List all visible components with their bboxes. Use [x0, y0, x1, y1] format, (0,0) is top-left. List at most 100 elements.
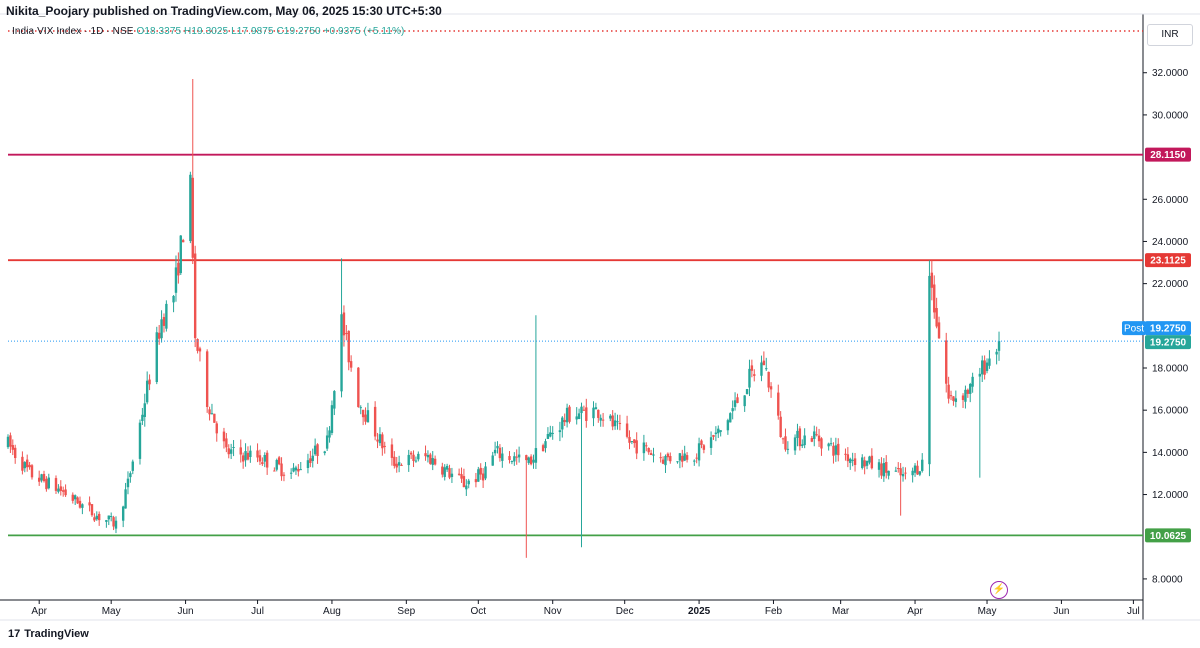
- candle-body: [457, 473, 461, 475]
- candle-body: [954, 398, 958, 402]
- candle-body: [165, 303, 168, 329]
- candle-body: [105, 519, 108, 522]
- candle-body: [57, 488, 60, 492]
- candle-body: [229, 449, 233, 454]
- candle-body: [121, 506, 125, 521]
- publisher-header: Nikita_Poojary published on TradingView.…: [6, 4, 442, 18]
- candle-body: [275, 459, 278, 470]
- candle-body: [733, 400, 737, 407]
- candle-body: [937, 322, 941, 339]
- candle-body: [177, 262, 180, 276]
- candle-body: [330, 405, 334, 433]
- x-tick-label: Dec: [616, 606, 634, 617]
- candle-body: [13, 447, 17, 459]
- candle-body: [261, 462, 264, 465]
- candle-body: [174, 267, 178, 293]
- candle-body: [865, 460, 869, 466]
- candle-body: [333, 391, 336, 409]
- last-price-tag: [1145, 335, 1191, 350]
- candle-body: [529, 456, 533, 465]
- candle-body: [961, 395, 965, 401]
- candle-body: [131, 461, 134, 471]
- candle-body: [609, 415, 612, 419]
- candle-body: [42, 473, 46, 482]
- lightning-icon[interactable]: ⚡: [990, 581, 1008, 599]
- candle-body: [263, 455, 266, 462]
- candle-body: [580, 406, 583, 414]
- candle-body: [429, 454, 432, 464]
- candle-body: [544, 441, 547, 449]
- currency-button[interactable]: INR: [1147, 24, 1193, 46]
- candle-body: [93, 517, 96, 521]
- candle-body: [995, 351, 998, 355]
- candle-body: [594, 407, 598, 410]
- candle-body: [885, 462, 888, 473]
- candle-body: [803, 435, 806, 446]
- x-tick-label: Aug: [323, 606, 341, 617]
- level-tag: [1145, 528, 1191, 543]
- candle-body: [983, 360, 986, 375]
- candle-body: [198, 348, 202, 352]
- candle-body: [767, 371, 770, 388]
- level-tag: [1145, 147, 1191, 162]
- candle-body: [157, 332, 161, 339]
- candle-body: [549, 432, 552, 437]
- candle-body: [861, 457, 864, 469]
- candle-body: [280, 463, 283, 477]
- candle-body: [669, 456, 672, 462]
- x-tick-label: 2025: [688, 606, 711, 617]
- candle-body: [796, 430, 799, 438]
- candle-body: [659, 457, 662, 459]
- candle-body: [753, 374, 756, 376]
- candle-body: [575, 416, 578, 420]
- candle-body: [801, 444, 804, 446]
- y-tick-label: 26.0000: [1152, 195, 1189, 206]
- candle-body: [527, 457, 530, 463]
- candle-body: [340, 314, 343, 392]
- tradingview-brand[interactable]: 17 TradingView: [8, 628, 89, 640]
- candle-body: [114, 520, 118, 529]
- candle-body: [160, 319, 163, 339]
- candle-body: [45, 478, 48, 490]
- candle-body: [313, 445, 317, 455]
- candle-body: [196, 339, 199, 351]
- candle-body: [846, 454, 850, 462]
- candle-body: [870, 455, 874, 469]
- y-tick-label: 14.0000: [1152, 448, 1189, 459]
- candle-body: [258, 455, 262, 462]
- candle-body: [853, 458, 857, 466]
- candle-body: [28, 464, 31, 468]
- y-tick-label: 12.0000: [1152, 490, 1189, 501]
- candle-body: [491, 455, 494, 466]
- candle-body: [769, 386, 773, 390]
- candle-body: [148, 379, 151, 385]
- candle-body: [191, 177, 194, 258]
- candle-body: [373, 406, 377, 437]
- candle-body: [930, 272, 934, 288]
- candle-body: [613, 420, 617, 427]
- candle-body: [510, 461, 514, 463]
- candle-body: [172, 295, 175, 303]
- candle-body: [743, 395, 746, 407]
- candle-body: [289, 472, 293, 474]
- candle-body: [241, 455, 245, 462]
- candle-body: [666, 453, 670, 458]
- candle-body: [397, 462, 401, 466]
- candle-body: [407, 454, 410, 466]
- candle-body: [496, 445, 499, 449]
- candle-body: [887, 470, 890, 476]
- candle-body: [628, 436, 631, 443]
- candle-body: [88, 502, 91, 506]
- candle-body: [359, 407, 362, 409]
- candle-body: [37, 477, 41, 482]
- candle-body: [244, 451, 247, 461]
- candle-body: [966, 389, 970, 394]
- candle-body: [978, 373, 982, 377]
- candle-body: [484, 466, 487, 479]
- x-tick-label: Sep: [397, 606, 415, 617]
- x-tick-label: Jul: [1127, 606, 1140, 617]
- candle-body: [582, 409, 586, 411]
- candle-body: [342, 312, 346, 336]
- candle-body: [112, 517, 115, 527]
